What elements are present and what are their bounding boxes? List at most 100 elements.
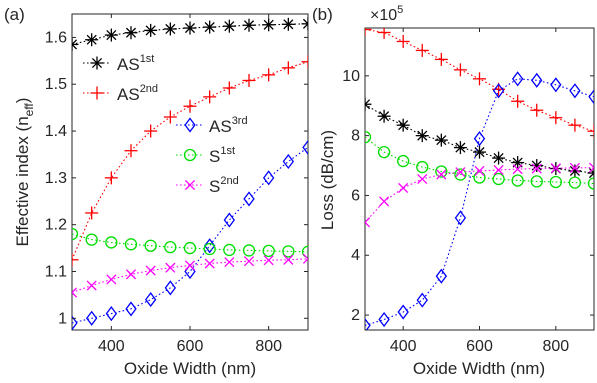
panel-b-y-axis-label: Loss (dB/cm) <box>318 130 337 230</box>
panel-a-point-as3 <box>243 191 255 207</box>
svg-text:S1st: S1st <box>209 145 235 166</box>
panel-b-plot-area <box>365 28 594 330</box>
legend-marker-as3 <box>184 117 196 133</box>
panel-a-point-as3 <box>85 310 98 326</box>
panel-a-point-s1 <box>203 242 216 256</box>
panel-a-point-as1 <box>203 20 217 34</box>
panel-b-point-as1 <box>530 159 544 173</box>
panel-b-point-s2 <box>455 167 466 178</box>
panel-b-point-s2 <box>417 173 428 185</box>
panel-b-point-s2 <box>365 217 371 228</box>
panel-a-point-as2 <box>203 90 217 104</box>
panel-b-point-as1 <box>473 145 486 159</box>
panel-b-point-as2 <box>511 94 525 108</box>
panel-b-point-as2 <box>530 103 544 117</box>
panel-b-point-as2 <box>365 28 372 36</box>
panel-a-point-s1 <box>223 243 236 257</box>
panel-a-point-s2 <box>283 254 294 265</box>
panel-a-point-s1 <box>282 245 295 258</box>
panel-b-point-as3 <box>435 268 448 284</box>
panel-a-point-as3 <box>282 153 295 170</box>
panel-a-point-as2 <box>104 171 118 185</box>
panel-a-point-as3 <box>125 301 137 317</box>
legend-marker-as1 <box>90 56 104 70</box>
panel-b-series-line-as3 <box>365 78 594 327</box>
legend-item-s1: S1st <box>176 145 235 166</box>
panel-b-point-as3 <box>511 71 524 87</box>
panel-a-point-as2 <box>281 61 295 75</box>
panel-a-point-as1 <box>301 17 308 31</box>
panel-b-point-s1 <box>416 160 429 174</box>
panel-b-point-as1 <box>377 109 391 123</box>
panel-a-point-s1 <box>72 227 79 241</box>
panel-a-point-as2 <box>163 110 177 124</box>
legend-item-as2: AS2nd <box>83 83 158 104</box>
panel-a-point-s2 <box>184 260 196 271</box>
panel-a-point-as1 <box>144 23 158 37</box>
panel-a-y-tick-label: 1.1 <box>45 263 67 280</box>
panel-b-point-as1 <box>365 97 372 111</box>
panel-b-series-line-s1 <box>365 136 594 185</box>
panel-a-point-as3 <box>203 238 216 254</box>
panel-a-point-as3 <box>223 212 236 228</box>
panel-b-point-as1 <box>434 133 448 147</box>
panel-a-y-tick-label: 1 <box>58 310 67 327</box>
panel-a-point-s1 <box>105 236 118 249</box>
panel-a-point-s1 <box>242 244 256 257</box>
panel-b-point-as3 <box>550 77 562 93</box>
panel-a-point-s1 <box>85 233 98 246</box>
panel-a-point-as1 <box>163 22 177 36</box>
panel-a-x-axis-label: Oxide Width (nm) <box>124 359 256 378</box>
panel-a-point-s2 <box>72 287 78 298</box>
panel-b-point-s1 <box>454 168 467 181</box>
panel-b-point-s2 <box>550 163 561 174</box>
legend-sup-as3: 3rd <box>232 115 248 127</box>
legend-sup-s1: 1st <box>220 145 235 157</box>
panel-a-point-s2 <box>165 262 176 273</box>
panel-a-point-as2 <box>72 253 79 267</box>
panel-a-point-as1 <box>72 37 79 51</box>
panel-a-x-tick-label: 400 <box>98 338 125 355</box>
panel-a-series-line-s1 <box>72 233 308 253</box>
legend-label-as3: AS <box>209 117 232 136</box>
panel-a-point-s1 <box>183 241 197 255</box>
panel-b-y-tick-label: 6 <box>351 187 360 204</box>
panel-b-point-as1 <box>415 129 429 143</box>
panel-a-point-s2 <box>243 256 255 267</box>
panel-a-point-s2 <box>125 269 137 280</box>
svg-text:AS2nd: AS2nd <box>117 83 158 104</box>
panel-a-y-tick-label: 1.5 <box>45 76 67 93</box>
panel-b-label: (b) <box>312 5 333 24</box>
panel-a-point-s2 <box>86 280 97 291</box>
panel-b-point-s1 <box>530 175 543 188</box>
panel-b-point-as1 <box>453 141 467 155</box>
panel-a-x-tick-label: 600 <box>177 338 204 355</box>
panel-a-point-as2 <box>262 68 276 82</box>
panel-a-point-s2 <box>263 255 274 266</box>
panel-b-point-as2 <box>415 43 429 57</box>
panel-b-point-as3 <box>531 72 543 88</box>
panel-b-point-s2 <box>512 164 523 175</box>
legend-label-s2: S <box>209 177 220 196</box>
panel-b-point-as2 <box>453 63 467 77</box>
panel-b-point-as2 <box>396 34 410 48</box>
panel-b-ticks: 400 600 800 2 4 6 8 10 <box>342 28 594 355</box>
panel-a-point-s2 <box>106 274 117 285</box>
panel-a-point-as1 <box>183 21 197 35</box>
panel-b-point-as3 <box>416 292 428 308</box>
panel-b-point-as2 <box>473 72 486 86</box>
legend-marker-s1 <box>183 148 197 162</box>
panel-b-point-as2 <box>587 124 594 138</box>
panel-a-y-axis-label: Effective index (neff) <box>13 98 36 247</box>
panel-a-point-s2 <box>204 258 215 269</box>
panel-a-point-as1 <box>262 18 276 32</box>
panel-b-point-s1 <box>473 171 486 184</box>
panel-a-point-as2 <box>183 99 197 113</box>
panel-a-x-tick-label: 800 <box>255 338 282 355</box>
svg-text:AS3rd: AS3rd <box>209 115 248 136</box>
panel-b-point-as3 <box>365 317 371 330</box>
panel-b-y-multiplier: ×105 <box>370 4 403 24</box>
svg-text:S2nd: S2nd <box>209 175 239 196</box>
panel-a-point-as2 <box>85 206 99 220</box>
panel-a-point-as1 <box>222 19 236 33</box>
